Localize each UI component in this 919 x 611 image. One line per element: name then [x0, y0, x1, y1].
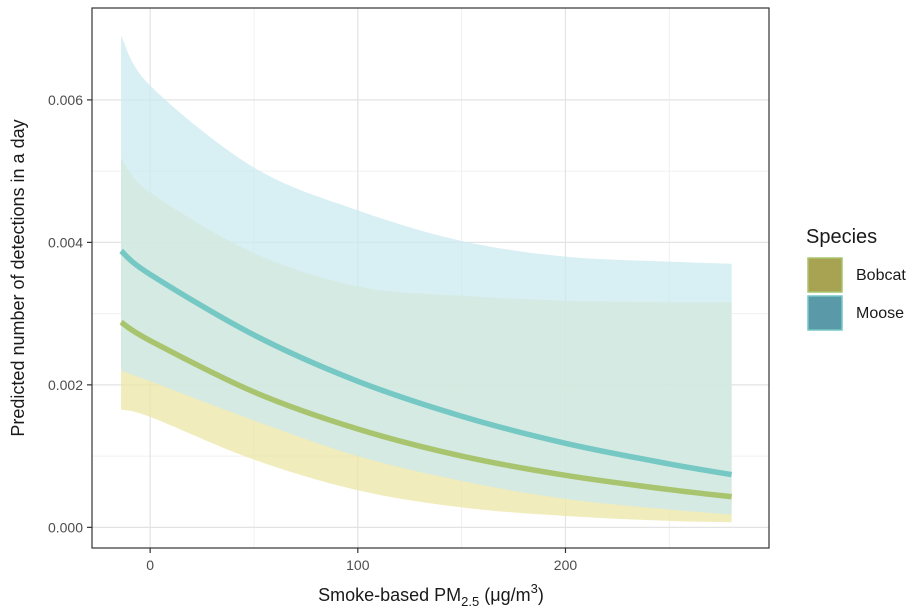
x-axis-title-main: Smoke-based PM: [318, 585, 461, 605]
x-axis-title-subscript: 2.5: [461, 594, 479, 609]
line-moose: [119, 248, 733, 478]
y-tick-label: 0.004: [48, 234, 83, 250]
line-bobcat: [119, 319, 732, 500]
legend-label-moose: Moose: [856, 305, 904, 322]
legend-key-bobcat: [807, 257, 843, 293]
y-tick-label: 0.000: [48, 519, 83, 535]
legend-title: Species: [806, 226, 877, 248]
y-tick-label: 0.002: [48, 377, 83, 393]
legend-key-moose: [807, 295, 843, 331]
fit-lines: [119, 248, 733, 500]
axes: 0 100 200 0.000 0.002 0.004 0.006: [48, 92, 577, 573]
x-axis-title-unit: μg/m: [490, 585, 530, 605]
ribbon-moose: [121, 35, 732, 515]
x-axis-title-unit-open: (: [479, 585, 490, 605]
x-tick-label: 200: [554, 557, 578, 573]
confidence-ribbons: [121, 35, 732, 523]
x-axis-title-superscript: 3: [531, 581, 538, 596]
y-axis-title: Predicted number of detections in a day: [8, 119, 28, 436]
x-tick-label: 0: [146, 557, 154, 573]
x-tick-label: 100: [346, 557, 370, 573]
x-axis-title-unit-close: ): [538, 585, 544, 605]
x-axis-title: Smoke-based PM2.5 (μg/m3): [318, 581, 544, 609]
legend-label-bobcat: Bobcat: [856, 267, 906, 284]
legend: Species Bobcat Moose: [806, 226, 906, 331]
y-tick-label: 0.006: [48, 92, 83, 108]
panel-border: [91, 7, 770, 549]
